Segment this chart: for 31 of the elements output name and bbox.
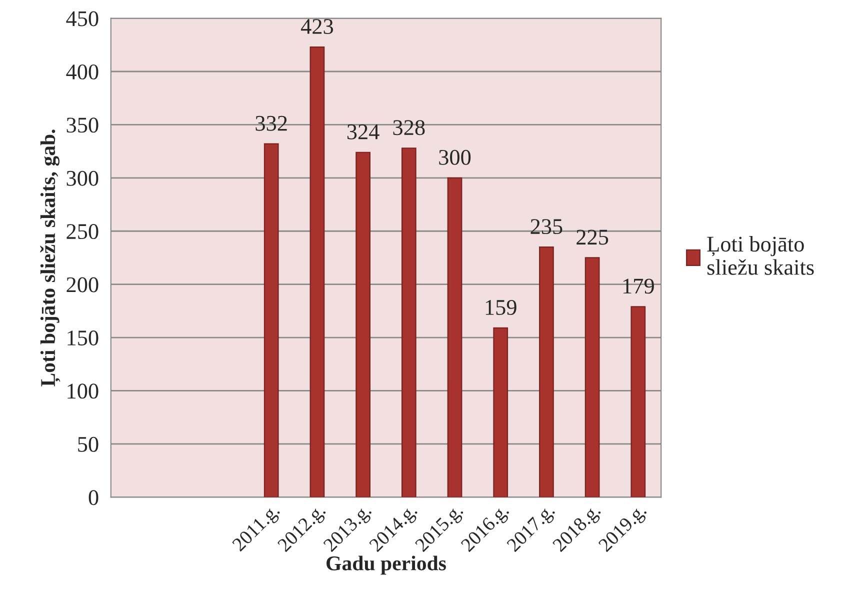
bar [310,46,325,498]
data-label: 179 [623,278,654,294]
legend-label: Ļoti bojāto sliežu skaits [707,236,814,275]
y-tick-label: 150 [68,330,98,346]
data-label: 423 [300,19,334,34]
data-label: 328 [393,120,425,136]
y-tick-label: 200 [66,277,98,292]
data-label: 332 [256,116,287,131]
bar [539,246,554,498]
bar [356,152,370,498]
data-label: 235 [530,219,562,234]
bar [584,257,600,498]
y-tick-label: 250 [66,224,98,240]
y-axis-title: Ļoti bojāto sliežu skaits, gab. [40,130,60,386]
bar [401,148,416,498]
y-tick-label: 0 [88,490,98,506]
data-label: 225 [576,230,608,245]
y-tick-label: 300 [66,170,98,186]
y-tick-label: 400 [66,64,98,80]
bar [447,177,462,498]
bar [493,327,508,498]
y-tick-label: 100 [68,384,98,399]
data-label: 324 [347,124,380,140]
bar [630,306,646,498]
y-tick-label: 350 [66,118,98,133]
data-label: 159 [486,300,516,315]
y-tick-label: 50 [78,436,98,452]
x-axis-title: Gadu periods [326,556,446,575]
data-label: 300 [439,150,471,165]
bar [264,143,279,498]
y-tick-label: 450 [66,11,98,26]
